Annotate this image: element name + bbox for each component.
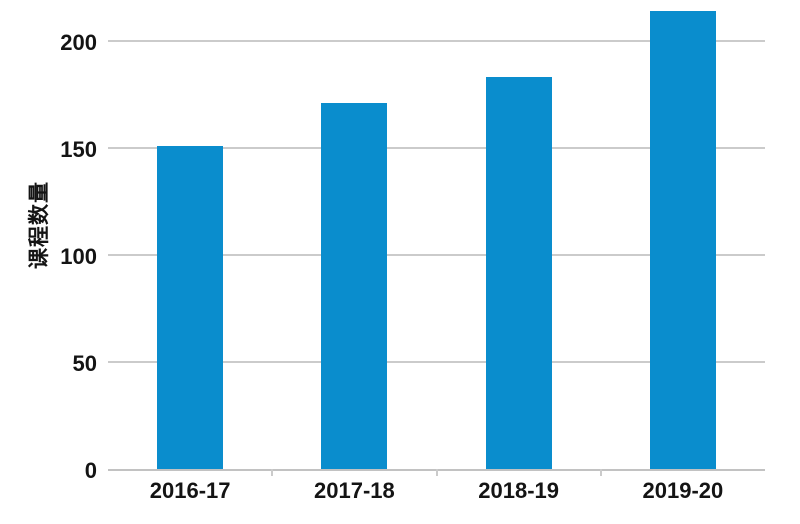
bar-row [108, 0, 765, 469]
y-tick-label-200: 200 [60, 29, 97, 55]
y-tick-label-150: 150 [60, 136, 97, 162]
gridline-200 [108, 39, 765, 42]
x-category-label-2017-18: 2017-18 [314, 478, 395, 503]
gridline-100 [108, 253, 765, 256]
x-axis-tick [599, 469, 602, 476]
y-axis-tick-labels: 0 50 100 150 200 [0, 0, 97, 481]
y-tick-label-0: 0 [84, 458, 97, 483]
x-axis-tick [271, 469, 274, 476]
x-category-label-2019-20: 2019-20 [642, 478, 724, 503]
gridline-150 [108, 146, 765, 149]
x-category-label-2016-17: 2016-17 [149, 478, 231, 503]
gridline-50 [108, 360, 765, 363]
bar-2019-20 [649, 10, 716, 469]
bar-column-2017-18 [272, 0, 436, 469]
bar-2016-17 [157, 145, 224, 469]
bar-2018-19 [485, 77, 552, 469]
bar-2017-18 [321, 102, 388, 469]
bar-column-2018-19 [437, 0, 601, 469]
plot-area [108, 0, 765, 476]
y-tick-label-50: 50 [72, 350, 97, 376]
x-axis-tick [435, 469, 438, 476]
x-axis-category-labels: 2016-17 2017-18 2018-19 2019-20 [108, 478, 765, 504]
bar-column-2016-17 [108, 0, 272, 469]
x-category-label-2018-19: 2018-19 [478, 478, 559, 503]
bar-column-2019-20 [601, 0, 765, 469]
y-tick-label-100: 100 [60, 243, 97, 269]
